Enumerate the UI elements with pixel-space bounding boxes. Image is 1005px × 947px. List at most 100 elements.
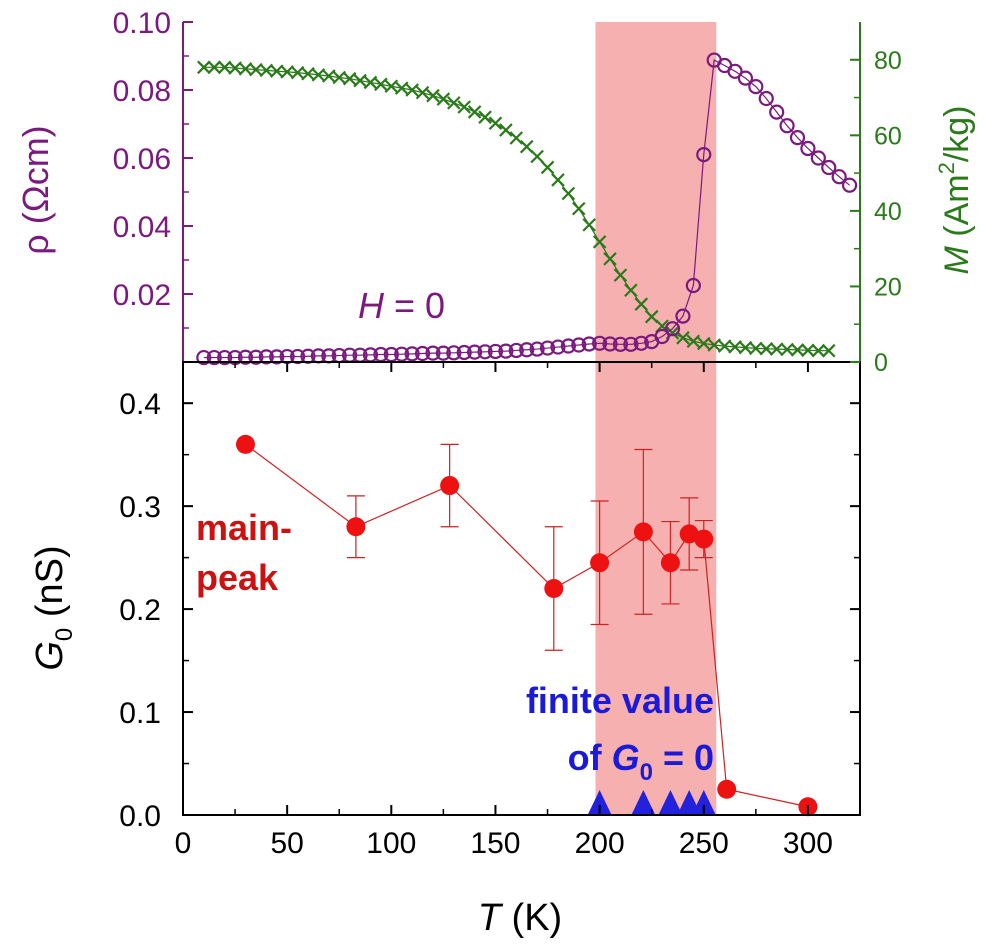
resistivity-point: [394, 346, 410, 362]
resistivity-point: [258, 349, 274, 365]
resistivity-point: [446, 345, 462, 361]
g0-point: [235, 434, 255, 454]
rho-tick-label: 0.06: [113, 143, 171, 176]
top-panel-data: [196, 52, 858, 366]
resistivity-point: [560, 338, 576, 354]
bottom-panel-data: [235, 434, 818, 817]
g0-point: [346, 517, 366, 537]
g0-axis-label: G0 (nS): [29, 545, 78, 670]
finite-value-label-symbol: G: [612, 737, 640, 778]
g0-tick-label: 0.0: [119, 800, 161, 833]
finite-value-label-line1: finite value: [526, 680, 714, 721]
magnetization-point: [728, 340, 742, 354]
magnetization-point: [488, 116, 503, 131]
magnetization-point: [374, 77, 388, 92]
g0-point: [440, 476, 460, 496]
g0-axis-symbol: G: [29, 641, 71, 671]
magnetization-point: [749, 341, 763, 356]
magnetization-point: [238, 62, 253, 76]
magnetization-axis-label: M (Am2/kg): [934, 105, 976, 274]
g0-line: [245, 443, 809, 808]
field-annotation-value: = 0: [384, 285, 445, 326]
rho-tick-label: 0.02: [113, 279, 171, 312]
magnetization-axis-unit-post: /kg): [938, 105, 976, 162]
magnetization-point: [259, 63, 274, 78]
resistivity-point: [727, 63, 743, 79]
magnetization-point: [228, 61, 242, 75]
resistivity-point: [758, 90, 774, 107]
g0-point: [694, 529, 714, 549]
resistivity-point: [404, 346, 420, 362]
magnetization-point: [582, 218, 596, 232]
resistivity-point: [425, 345, 441, 361]
g0-tick-label: 0.4: [119, 388, 161, 421]
magnetization-axis-symbol: M: [938, 246, 976, 275]
temperature-tick-label: 250: [679, 827, 729, 860]
magnetization-point: [207, 60, 222, 75]
g0-point: [633, 522, 653, 542]
temperature-axis-unit: (K): [501, 897, 562, 939]
temperature-axis-label: T (K): [478, 897, 562, 939]
magnetization-tick-label: 40: [874, 198, 902, 226]
field-annotation: H = 0: [358, 285, 445, 326]
magnetization-point: [780, 342, 794, 357]
resistivity-point: [217, 349, 233, 366]
shaded-temperature-band-top: [595, 22, 717, 362]
temperature-tick-label: 150: [470, 827, 520, 860]
resistivity-point: [748, 78, 764, 95]
resistivity-point: [737, 70, 754, 86]
resistivity-point: [487, 343, 504, 360]
g0-point: [717, 779, 737, 799]
resistivity-point: [237, 349, 254, 365]
magnetization-point: [197, 60, 211, 75]
magnetization-point: [686, 334, 701, 348]
g0-axis-unit: (nS): [29, 545, 71, 627]
magnetization-point: [426, 88, 440, 103]
rho-axis-label: ρ (Ωcm): [15, 125, 56, 254]
finite-value-label: finite value: [526, 680, 714, 721]
finite-value-label-of: of: [568, 737, 612, 778]
magnetization-point: [353, 73, 367, 88]
resistivity-line: [203, 59, 850, 359]
magnetization-point: [676, 331, 690, 345]
magnetization-point: [603, 252, 617, 266]
g0-tick-label: 0.2: [119, 594, 161, 627]
resistivity-point: [196, 349, 212, 366]
magnetization-point: [363, 75, 378, 90]
temperature-tick-label: 300: [783, 827, 833, 860]
magnetization-point: [769, 342, 784, 356]
resistivity-point: [633, 335, 649, 351]
resistivity-point: [529, 341, 545, 357]
magnetization-point: [478, 110, 492, 124]
magnetization-axis-unit-sup: 2: [934, 162, 959, 174]
magnetization-point: [572, 201, 586, 216]
resistivity-point: [789, 130, 806, 146]
finite-value-label-equals: = 0: [653, 737, 714, 778]
magnetization-point: [790, 343, 805, 357]
resistivity-point: [550, 339, 566, 355]
magnetization-point: [217, 60, 232, 75]
zero-g0-triangle: [691, 790, 716, 815]
main-peak-label: main- peak: [196, 507, 302, 598]
resistivity-point: [810, 150, 826, 166]
magnetization-point: [394, 81, 409, 95]
resistivity-point: [571, 337, 587, 353]
resistivity-point: [779, 118, 795, 134]
magnetization-point: [280, 65, 294, 79]
resistivity-point: [685, 277, 701, 294]
g0-point: [679, 524, 699, 544]
magnetization-point: [384, 79, 399, 94]
magnetization-point: [811, 343, 826, 358]
g0-tick-label: 0.3: [119, 491, 161, 524]
temperature-axis-symbol: T: [478, 897, 504, 939]
g0-point: [660, 553, 680, 573]
magnetization-point: [592, 235, 607, 249]
magnetization-point: [624, 283, 638, 297]
rho-axis-symbol: ρ: [15, 234, 56, 254]
resistivity-point: [467, 344, 483, 360]
magnetization-point: [821, 343, 836, 358]
magnetization-tick-label: 20: [874, 273, 902, 301]
finite-value-label-subscript: 0: [640, 759, 653, 786]
main-peak-label-line1: main-: [196, 507, 292, 548]
rho-tick-label: 0.04: [113, 211, 171, 244]
